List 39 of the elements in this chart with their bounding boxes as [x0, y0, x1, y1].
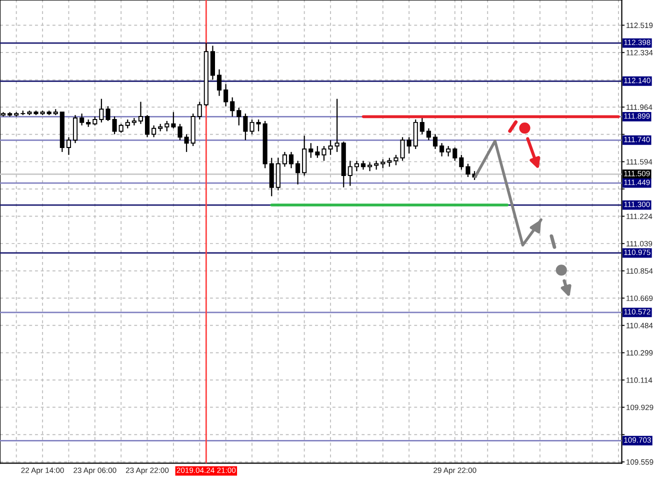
candlestick	[216, 68, 222, 96]
candlestick	[354, 160, 359, 172]
candlestick	[282, 151, 287, 168]
candlestick	[171, 112, 176, 129]
candlestick	[452, 146, 458, 162]
candlestick	[144, 114, 150, 138]
candlestick	[197, 101, 202, 120]
candlestick	[66, 136, 72, 156]
candlestick	[296, 160, 300, 185]
candlestick	[236, 107, 242, 126]
candlestick	[243, 113, 248, 141]
candlestick	[315, 145, 320, 158]
candlestick	[210, 45, 215, 80]
candlestick	[276, 157, 280, 191]
candlestick	[138, 101, 143, 124]
candlestick	[106, 106, 110, 122]
candlestick	[80, 113, 84, 126]
candlestick	[224, 84, 228, 107]
candlestick	[406, 136, 412, 154]
candlestick	[164, 120, 170, 132]
candlestick	[432, 134, 438, 150]
candlestick	[308, 142, 314, 158]
candlestick	[72, 114, 78, 144]
candlestick	[230, 96, 235, 118]
candlestick	[288, 151, 294, 169]
candlestick	[459, 154, 464, 170]
candlestick	[368, 162, 372, 172]
candlestick	[413, 118, 418, 150]
candlestick	[334, 98, 340, 152]
candlestick	[420, 117, 424, 135]
candlestick	[269, 157, 274, 197]
candlestick	[112, 116, 117, 135]
candlestick	[446, 145, 451, 157]
candlestick	[426, 128, 431, 141]
candlestick	[440, 142, 444, 157]
candlestick	[302, 135, 307, 176]
candlestick	[152, 124, 156, 138]
candlestick	[348, 160, 352, 186]
candlestick	[99, 98, 104, 123]
